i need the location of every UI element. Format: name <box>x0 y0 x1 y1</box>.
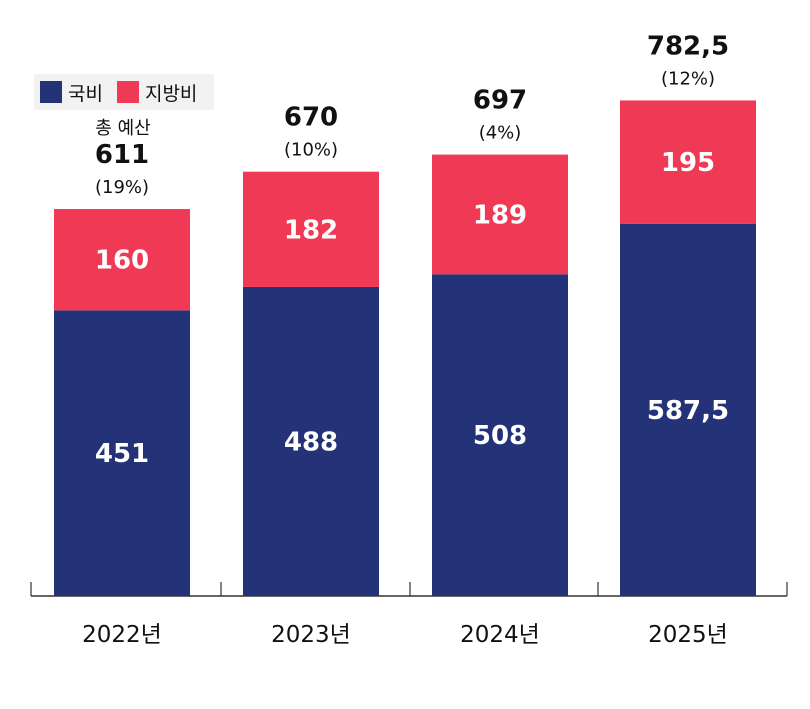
bar-national-label: 488 <box>284 427 338 457</box>
total-budget-caption: 총 예산 <box>95 118 151 139</box>
growth-label: (12%) <box>661 68 715 89</box>
bar-national-label: 451 <box>95 439 149 469</box>
bar-local <box>432 154 568 275</box>
legend-item-national: 국비 <box>40 79 103 106</box>
legend-label-local: 지방비 <box>144 82 198 105</box>
bar-local-label: 160 <box>95 246 149 276</box>
bar-local-label: 189 <box>473 200 527 230</box>
bar-national-label: 508 <box>473 421 527 451</box>
growth-label: (4%) <box>479 123 522 144</box>
legend-swatch-national <box>40 81 62 103</box>
total-label: 782,5 <box>647 31 729 61</box>
x-tick-label: 2023년 <box>271 622 351 648</box>
legend: 국비 지방비 <box>34 74 214 110</box>
growth-label: (19%) <box>95 177 149 198</box>
bar-local <box>54 209 190 311</box>
x-tick-label: 2022년 <box>82 622 162 648</box>
x-tick-label: 2024년 <box>460 622 540 648</box>
legend-swatch-local <box>116 81 139 103</box>
total-label: 670 <box>284 103 338 133</box>
growth-label: (10%) <box>284 140 338 161</box>
bar-local-label: 182 <box>284 215 338 245</box>
bar-local <box>620 100 756 224</box>
bar-national <box>620 223 756 596</box>
bar-local <box>243 171 379 287</box>
legend-label-national: 국비 <box>68 82 103 105</box>
bar-national-label: 587,5 <box>647 396 729 426</box>
bar-national <box>432 274 568 596</box>
bar-national <box>54 310 190 596</box>
x-tick-label: 2025년 <box>648 622 728 648</box>
total-label: 697 <box>473 86 527 116</box>
legend-item-local: 지방비 <box>116 79 198 106</box>
bar-local-label: 195 <box>661 148 715 178</box>
bar-national <box>243 286 379 596</box>
total-label: 611 <box>95 140 149 170</box>
